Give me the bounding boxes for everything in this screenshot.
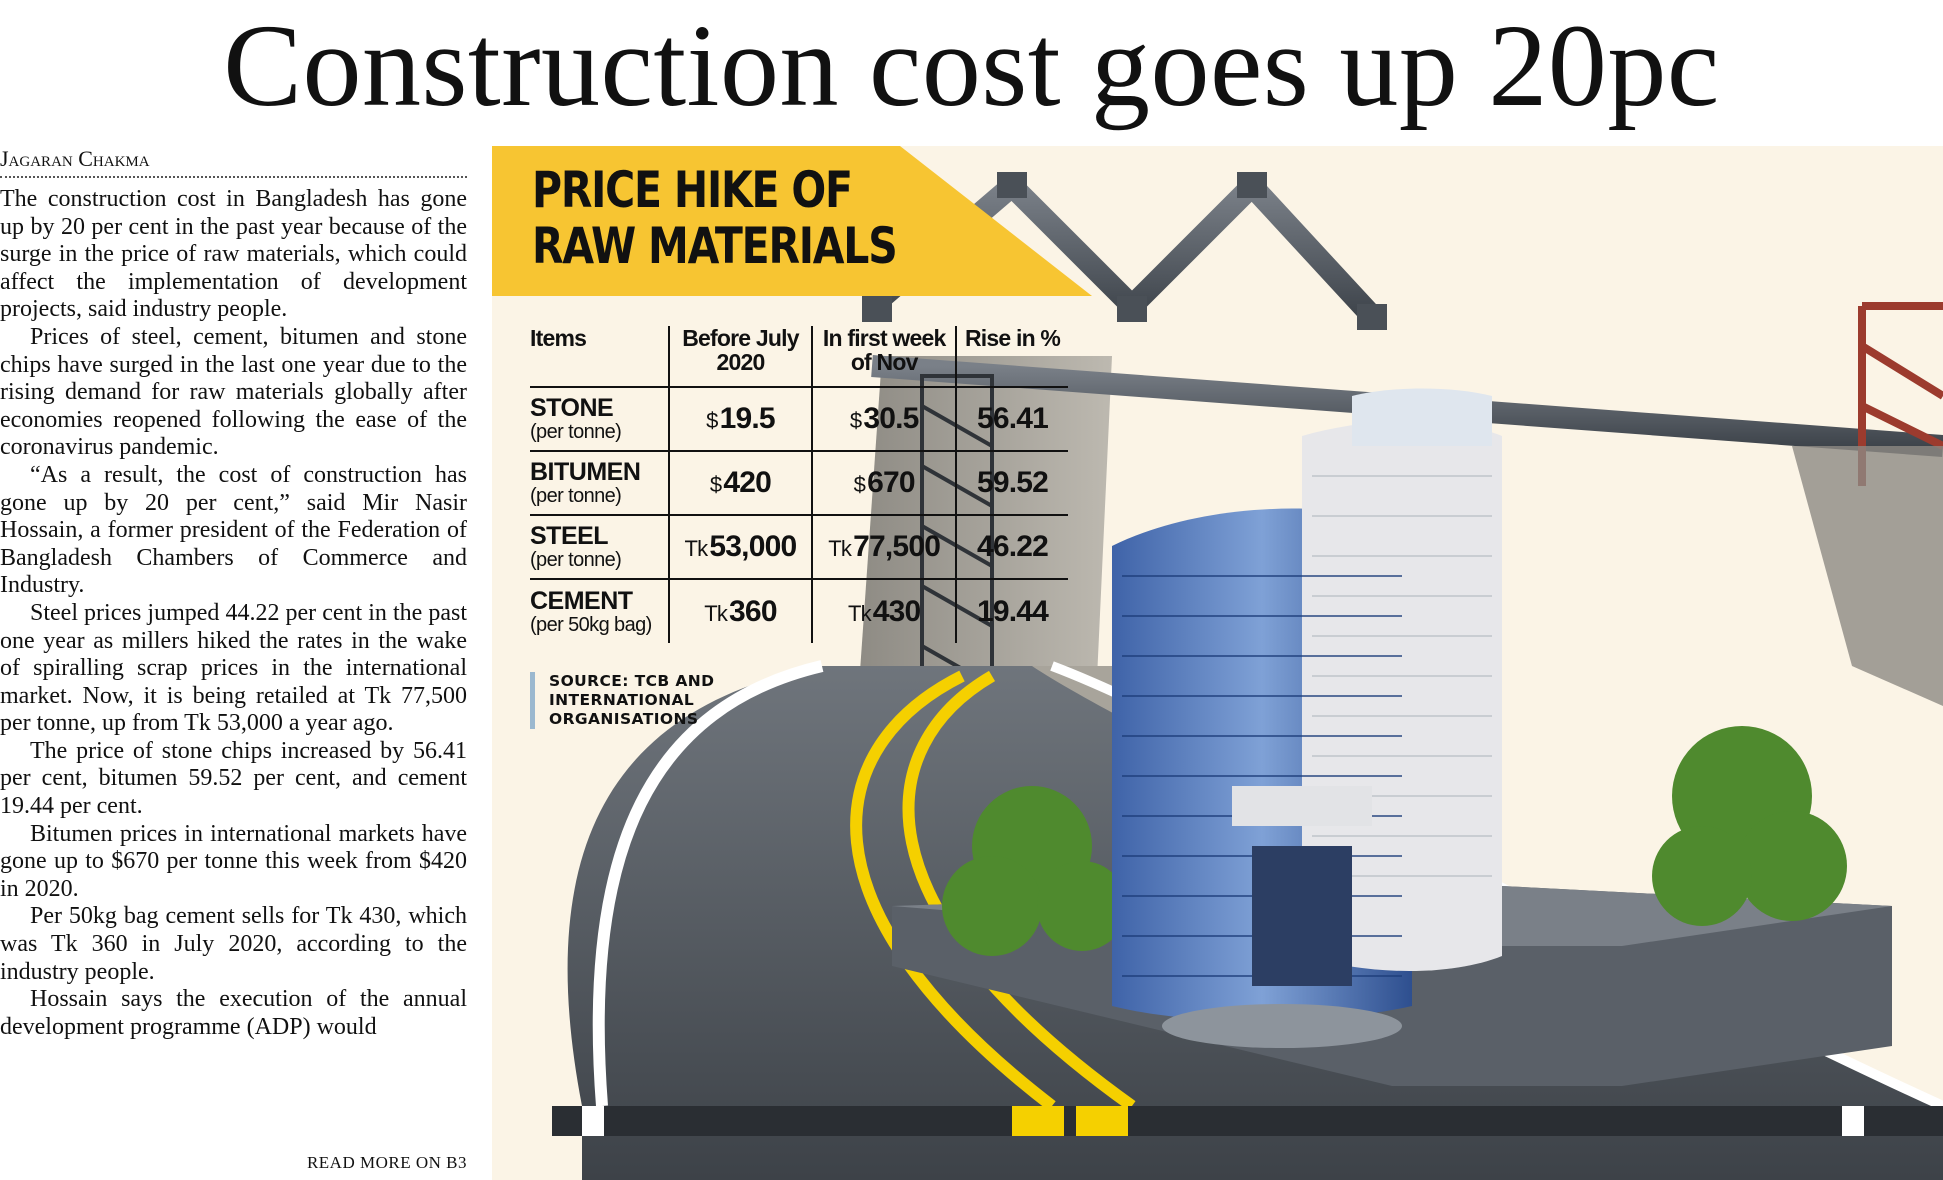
article-body: The construction cost in Bangladesh has … [0,186,467,1041]
item-name: BITUMEN [530,458,641,486]
graphic-title: PRICE HIKE OF RAW MATERIALS [532,162,991,274]
table-row: STEEL (per tonne) Tk53,000 Tk77,500 46.22 [530,515,1068,579]
infographic: PRICE HIKE OF RAW MATERIALS Items Before… [492,146,1943,1180]
item-name: STONE [530,394,614,422]
item-name: CEMENT [530,586,633,615]
rise-percent: 46.22 [976,530,1049,563]
column-header-now: In first week of Nov [812,326,958,387]
rise-percent: 19.44 [976,594,1049,628]
byline: Jagaran Chakma [0,146,467,178]
currency: Tk [684,536,709,561]
graphic-title-line2: RAW MATERIALS [532,217,898,275]
graphic-title-line1: PRICE HIKE OF [532,161,853,219]
column-header-rise: Rise in % [965,325,1061,351]
table-header-row: Items Before July 2020 In first week of … [530,326,1068,387]
currency: Tk [828,536,852,561]
read-more-link[interactable]: READ MORE ON B3 [306,1153,467,1172]
article-column: Jagaran Chakma The construction cost in … [0,146,467,1041]
currency: $ [853,472,866,497]
article-paragraph: Hossain says the execution of the annual… [0,986,467,1040]
column-header-items: Items [530,326,670,387]
office-building [1112,388,1502,1048]
price-now: 77,500 [853,530,941,563]
headline: Construction cost goes up 20pc [223,0,1720,131]
article-paragraph: Steel prices jumped 44.22 per cent in th… [0,599,467,737]
item-unit: (per tonne) [530,549,622,571]
article-paragraph: Per 50kg bag cement sells for Tk 430, wh… [0,903,467,985]
rise-percent: 56.41 [976,402,1049,435]
price-now: 430 [872,594,921,628]
currency: $ [709,472,722,497]
column-header-before: Before July 2020 [668,326,814,387]
item-unit: (per tonne) [530,485,622,507]
price-now: 670 [867,466,915,499]
currency: Tk [704,600,728,626]
price-before: 53,000 [709,530,797,563]
item-name: STEEL [530,522,609,550]
construction-illustration [552,172,1943,1180]
table-row: CEMENT (per 50kg bag) Tk360 Tk430 19.44 [530,579,1068,643]
source-note: SOURCE: TCB AND INTERNATIONAL ORGANISATI… [530,672,749,729]
article-paragraph: Prices of steel, cement, bitumen and sto… [0,323,467,461]
article-paragraph: The price of stone chips increased by 56… [0,737,467,820]
table-row: BITUMEN (per tonne) $420 $670 59.52 [530,451,1068,515]
rise-percent: 59.52 [976,466,1049,499]
currency: $ [849,408,862,433]
price-before: 360 [729,594,777,628]
price-before: 19.5 [719,402,776,435]
price-before: 420 [723,466,771,499]
currency: Tk [847,600,872,626]
item-unit: (per tonne) [530,421,622,443]
article-paragraph: The construction cost in Bangladesh has … [0,186,467,323]
currency: $ [706,408,718,433]
price-now: 30.5 [863,402,919,435]
article-paragraph: Bitumen prices in international markets … [0,820,467,902]
table-row: STONE (per tonne) $19.5 $30.5 56.41 [530,387,1068,451]
price-table: Items Before July 2020 In first week of … [530,326,1068,643]
article-paragraph: “As a result, the cost of construction h… [0,461,467,599]
item-unit: (per 50kg bag) [530,613,652,636]
